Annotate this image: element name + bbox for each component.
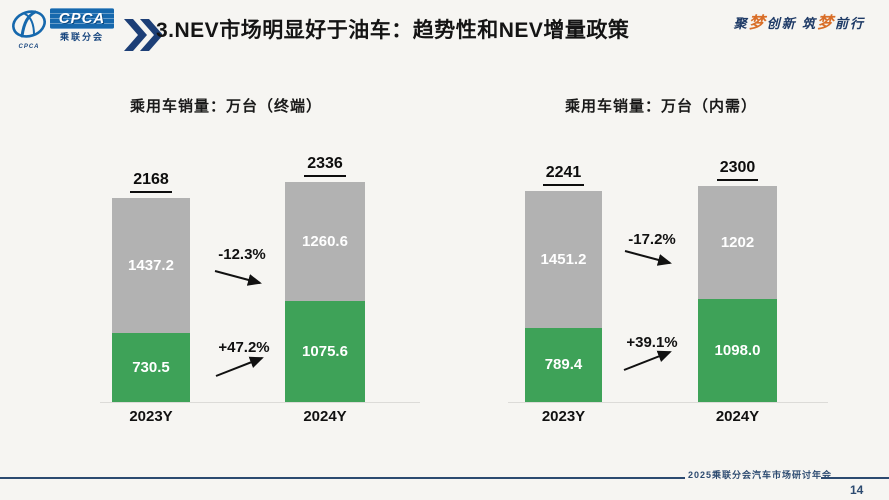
cpca-brand-text: CPCA (58, 10, 106, 27)
cpca-logo: CPCA CPCA 乘联分会 (10, 8, 162, 51)
slogan-text: 筑 (801, 16, 817, 31)
segment-value: 1075.6 (302, 342, 348, 360)
segment-value: 1098.0 (714, 341, 761, 359)
slogan-accent: 梦 (748, 15, 767, 32)
segment-value: 1451.2 (540, 251, 587, 269)
pct-change-gray: -17.2% (628, 231, 676, 248)
slogan-text: 聚 (733, 16, 749, 31)
cpca-emblem-icon: CPCA (10, 8, 48, 50)
bar-segment-gray: 1260.6 (285, 182, 365, 301)
bar-segment-green: 730.5 (112, 333, 190, 402)
slogan-text: 前行 (834, 16, 865, 31)
bar-segment-gray: 1202 (698, 185, 777, 299)
segment-value: 730.5 (132, 359, 170, 377)
x-axis-line (508, 402, 828, 403)
cpca-subtitle: 乘联分会 (59, 32, 104, 42)
footer-conference-title: 2025乘联分会汽车市场研讨年会 (688, 470, 833, 480)
cpca-wordmark: CPCA 乘联分会 (50, 8, 114, 43)
segment-value: 1437.2 (128, 257, 174, 275)
bar-total-label: 2168 (112, 171, 190, 194)
bar-total-label: 2300 (698, 159, 777, 181)
slogan: 聚梦创新 筑梦前行 (734, 9, 865, 33)
x-tick-2023: 2023Y (129, 408, 173, 425)
slogan-text: 创新 (766, 16, 802, 31)
bar-total-label: 2241 (525, 164, 602, 187)
chart-retail: 乘用车销量：万台（终端） 2168 1437.2 730.5 2336 1260… (100, 88, 430, 433)
arrow-down-right-icon (214, 270, 262, 286)
swoosh-globe-icon (12, 10, 46, 38)
x-tick-2024: 2024Y (715, 408, 760, 425)
slogan-accent: 梦 (816, 15, 835, 32)
bar-segment-green: 1075.6 (285, 300, 365, 402)
bar-segment-gray: 1451.2 (525, 191, 602, 328)
chart-title: 乘用车销量：万台（终端） (130, 98, 323, 115)
x-tick-2023: 2023Y (541, 408, 586, 425)
pct-change-green: +39.1% (626, 334, 678, 351)
stacked-bar-2023: 2168 1437.2 730.5 (112, 171, 190, 402)
stacked-bar-2024: 2336 1260.6 1075.6 (285, 155, 365, 402)
bar-segment-gray: 1437.2 (112, 198, 190, 334)
header: CPCA CPCA 乘联分会 3.NEV市场明显好于油车：趋势性和NEV增量政策… (0, 0, 889, 58)
chart-title: 乘用车销量：万台（内需） (565, 98, 758, 115)
x-tick-2024: 2024Y (303, 408, 347, 425)
footer-divider-right (821, 477, 889, 479)
segment-value: 1202 (720, 233, 755, 251)
bar-segment-green: 1098.0 (698, 298, 777, 402)
x-axis-line (100, 402, 420, 403)
emblem-caption: CPCA (18, 44, 40, 50)
segment-value: 1260.6 (302, 233, 348, 251)
arrow-down-right-icon (624, 250, 672, 266)
page-title: 3.NEV市场明显好于油车：趋势性和NEV增量政策 (156, 19, 630, 42)
pct-change-gray: -12.3% (218, 246, 266, 263)
segment-value: 789.4 (544, 356, 583, 374)
footer-divider-left (0, 477, 685, 479)
stacked-bar-2024: 2300 1202 1098.0 (698, 159, 777, 402)
bar-segment-green: 789.4 (525, 327, 602, 402)
arrow-up-right-icon (215, 356, 264, 377)
bar-total-label: 2336 (285, 155, 365, 178)
page-number: 14 (850, 483, 864, 497)
cpca-badge: CPCA (50, 8, 114, 29)
pct-change-green: +47.2% (218, 339, 270, 356)
double-chevron-icon (124, 19, 162, 51)
arrow-up-right-icon (623, 350, 672, 371)
chart-domestic: 乘用车销量：万台（内需） 2241 1451.2 789.4 2300 1202… (508, 88, 838, 433)
stacked-bar-2023: 2241 1451.2 789.4 (525, 164, 602, 402)
